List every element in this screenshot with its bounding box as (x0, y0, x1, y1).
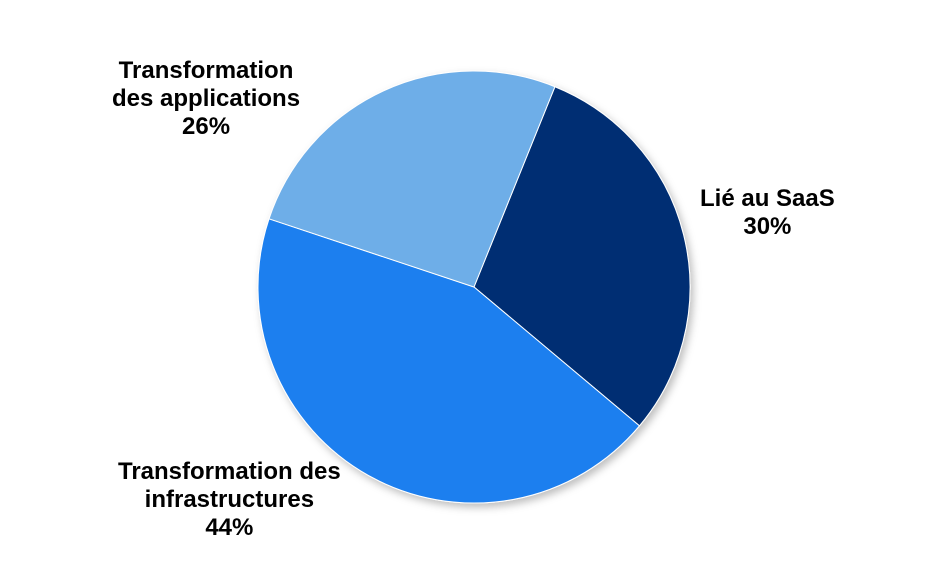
pie-slice-saas (473, 86, 691, 427)
slice-value-applications: 26% (182, 113, 231, 140)
slice-value-infrastructures: 44% (205, 514, 254, 541)
pie-slice-infrastructures (257, 218, 641, 504)
slice-label-infrastructures-line-2: infrastructures (144, 486, 315, 513)
slice-label-saas-line-1: Lié au SaaS (700, 185, 835, 212)
slice-value-saas: 30% (743, 213, 792, 240)
slice-label-applications-line-1: Transformation (118, 57, 294, 84)
slice-label-infrastructures: Transformation des infrastructures 44% (118, 458, 341, 542)
slice-label-infrastructures-line-1: Transformation des (118, 458, 341, 485)
pie-slice-applications (268, 70, 556, 288)
slice-label-applications-line-2: des applications (112, 85, 301, 112)
slice-label-applications: Transformation des applications 26% (112, 57, 300, 141)
slice-label-saas: Lié au SaaS 30% (700, 185, 835, 241)
